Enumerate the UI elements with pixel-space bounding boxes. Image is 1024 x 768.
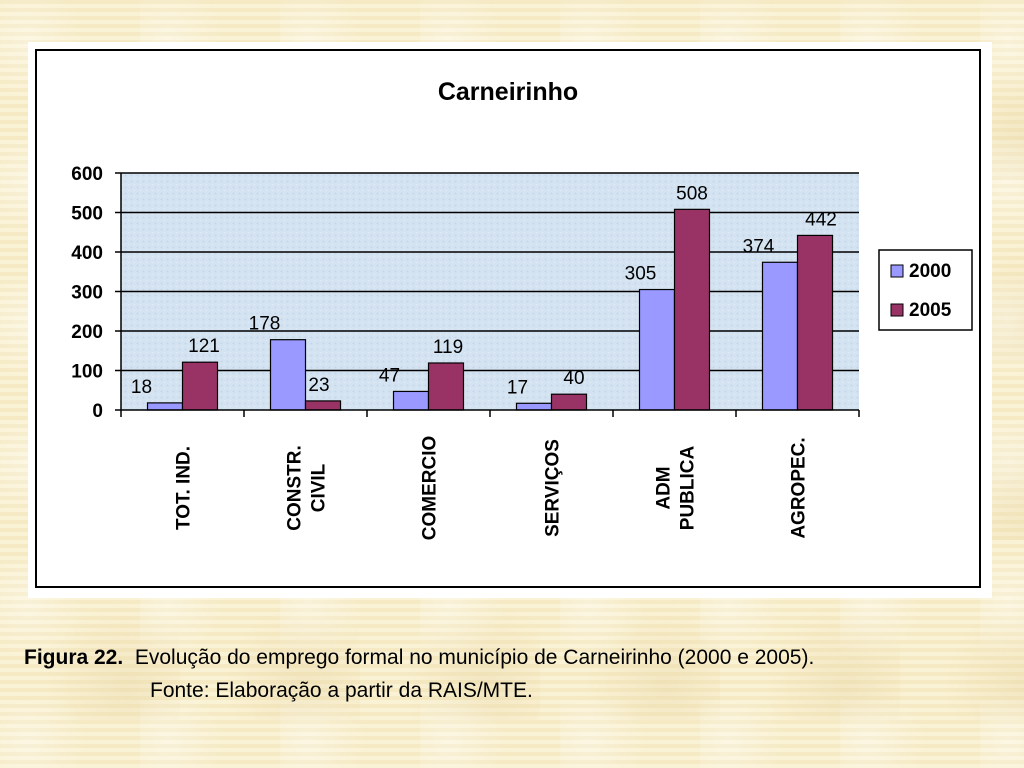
data-label: 18 — [131, 377, 152, 398]
y-tick-label: 600 — [71, 164, 103, 185]
bar — [304, 400, 342, 411]
x-tick-label: CIVIL — [309, 463, 330, 512]
bar-chart: 0 100 200 300 400 500 600 18 178 47 17 305 374 121 23… — [71, 78, 973, 541]
legend-swatch — [890, 303, 904, 317]
data-label: 119 — [433, 337, 463, 358]
legend-label: 2005 — [909, 300, 952, 321]
data-label: 121 — [188, 336, 220, 357]
bar — [181, 361, 219, 411]
y-tick-label: 0 — [92, 401, 103, 422]
data-label: 374 — [743, 236, 775, 257]
legend — [878, 249, 973, 331]
data-label: 508 — [676, 183, 708, 204]
bar — [550, 393, 588, 411]
bar — [673, 208, 711, 411]
caption-text: Evolução do emprego formal no município … — [134, 646, 815, 669]
chart-frame: 0 100 200 300 400 500 600 18 178 47 17 305 374 121 23… — [28, 42, 992, 598]
caption-source: Fonte: Elaboração a partir da RAIS/MTE. — [150, 679, 533, 702]
legend-label: 2000 — [909, 261, 951, 282]
figure-caption: Figura 22. Evolução do emprego formal no… — [24, 641, 1014, 707]
y-tick-label: 400 — [71, 243, 103, 264]
data-label: 40 — [563, 368, 584, 389]
data-label: 178 — [249, 314, 281, 335]
bar — [427, 362, 465, 411]
data-label: 17 — [507, 377, 528, 398]
bar — [269, 339, 307, 411]
legend-swatch — [890, 264, 904, 278]
caption-line-1: Figura 22. Evolução do emprego formal no… — [24, 641, 1014, 674]
x-tick-label: ADM — [654, 466, 675, 509]
chart-title: Carneirinho — [438, 78, 578, 106]
bar — [638, 288, 676, 411]
bar — [515, 402, 553, 411]
caption-label: Figura 22. — [24, 646, 124, 669]
data-label: 305 — [625, 264, 657, 285]
data-label: 442 — [805, 209, 837, 230]
x-tick-label: COMERCIO — [420, 436, 441, 541]
bar — [796, 234, 834, 411]
bar — [146, 402, 184, 411]
y-tick-label: 200 — [71, 322, 103, 343]
x-tick-label: TOT. IND. — [174, 446, 195, 530]
y-tick-label: 500 — [71, 204, 103, 225]
bar — [392, 390, 430, 411]
x-tick-label: AGROPEC. — [789, 437, 810, 538]
data-label: 47 — [379, 365, 400, 386]
y-tick-label: 100 — [71, 362, 103, 383]
x-tick-label: SERVIÇOS — [543, 439, 564, 537]
bar — [761, 261, 799, 411]
data-label: 23 — [308, 375, 329, 396]
x-tick-label: PUBLICA — [678, 446, 699, 531]
y-tick-label: 300 — [71, 283, 103, 304]
x-tick-label: CONSTR. — [285, 445, 306, 531]
